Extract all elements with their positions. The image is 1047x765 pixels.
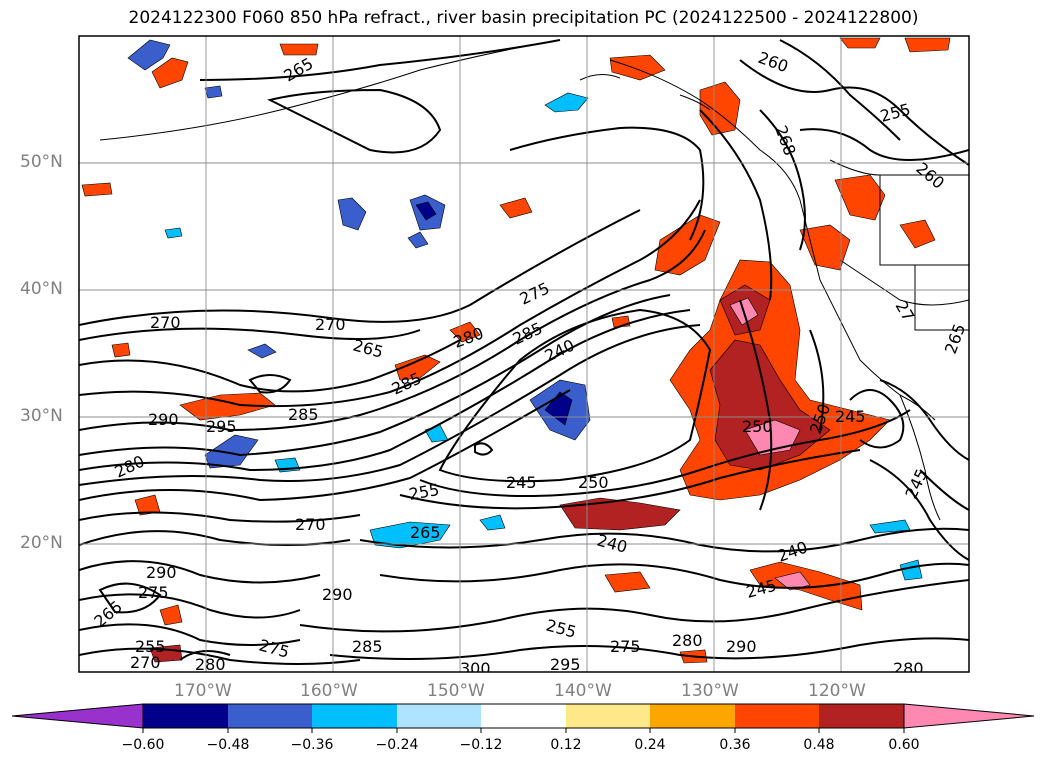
contour-label: 290 bbox=[146, 563, 177, 582]
contour-label: 295 bbox=[550, 655, 581, 674]
colorbar-tick-label: 0.24 bbox=[634, 737, 666, 753]
contour-label: 265 bbox=[410, 523, 441, 542]
graticule bbox=[79, 36, 969, 672]
contour-label: 280 bbox=[195, 655, 226, 674]
colorbar-tick-label: 0.60 bbox=[888, 737, 920, 753]
colorbar-bin bbox=[481, 704, 566, 728]
contour-label: 300 bbox=[460, 659, 491, 678]
contour-label: 275 bbox=[610, 637, 641, 656]
lon-label-140w: 140°W bbox=[554, 681, 612, 701]
contour-label: 290 bbox=[148, 410, 179, 429]
colorbar bbox=[11, 703, 1035, 733]
contour-label: 270 bbox=[315, 315, 346, 334]
colorbar-bin bbox=[735, 704, 819, 728]
contour-label: 275 bbox=[138, 583, 169, 602]
colorbar-bin bbox=[228, 704, 312, 728]
colorbar-tick-label: −0.36 bbox=[290, 737, 334, 753]
contour-label: 280 bbox=[672, 631, 703, 650]
coastlines bbox=[99, 39, 969, 521]
contour-label: 270 bbox=[150, 313, 181, 332]
colorbar-bin bbox=[650, 704, 735, 728]
colorbar-tick-label: 0.36 bbox=[719, 737, 751, 753]
contour-label: 285 bbox=[352, 637, 383, 656]
colorbar-tick-label: 0.48 bbox=[803, 737, 835, 753]
negative-shading bbox=[127, 39, 923, 581]
colorbar-tick-label: −0.12 bbox=[459, 737, 503, 753]
lon-label-120w: 120°W bbox=[808, 681, 866, 701]
map-title: 2024122300 F060 850 hPa refract., river … bbox=[128, 8, 919, 28]
colorbar-bin bbox=[312, 704, 397, 728]
colorbar-tick-label: −0.48 bbox=[206, 737, 250, 753]
contour-label: 270 bbox=[295, 515, 326, 534]
colorbar-tick-label: −0.24 bbox=[375, 737, 419, 753]
lon-label-150w: 150°W bbox=[427, 681, 485, 701]
contour-label: 280 bbox=[893, 659, 924, 678]
colorbar-tick-label: −0.60 bbox=[121, 737, 165, 753]
colorbar-bin bbox=[819, 704, 904, 728]
contour-label: 290 bbox=[726, 637, 757, 656]
colorbar-bin bbox=[143, 704, 228, 728]
colorbar-extend-low bbox=[11, 703, 144, 729]
lat-label-50n: 50°N bbox=[20, 152, 63, 172]
colorbar-bin bbox=[566, 704, 650, 728]
lon-label-170w: 170°W bbox=[174, 681, 232, 701]
contour-label: 250 bbox=[578, 473, 609, 492]
map-frame bbox=[78, 35, 970, 673]
colorbar-extend-high bbox=[903, 703, 1035, 729]
contour-label: 290 bbox=[322, 585, 353, 604]
contour-label: 270 bbox=[130, 653, 161, 672]
contour-label: 295 bbox=[206, 417, 237, 436]
contour-label: 245 bbox=[835, 407, 866, 426]
lon-label-130w: 130°W bbox=[681, 681, 739, 701]
contour-label: 285 bbox=[288, 405, 319, 424]
lat-label-40n: 40°N bbox=[20, 279, 63, 299]
contour-labels: 265 260 255 268 260 270 270 275 285 265 … bbox=[90, 48, 969, 678]
colorbar-bin bbox=[397, 704, 481, 728]
contour-label: 255 bbox=[135, 637, 166, 656]
colorbar-tick-label: 0.12 bbox=[550, 737, 582, 753]
contour-label: 245 bbox=[506, 473, 537, 492]
lat-label-30n: 30°N bbox=[20, 406, 63, 426]
lat-label-20n: 20°N bbox=[20, 533, 63, 553]
contour-label: 250 bbox=[742, 417, 773, 436]
map-area: 265 260 255 268 260 270 270 275 285 265 … bbox=[79, 36, 969, 678]
lon-label-160w: 160°W bbox=[300, 681, 358, 701]
